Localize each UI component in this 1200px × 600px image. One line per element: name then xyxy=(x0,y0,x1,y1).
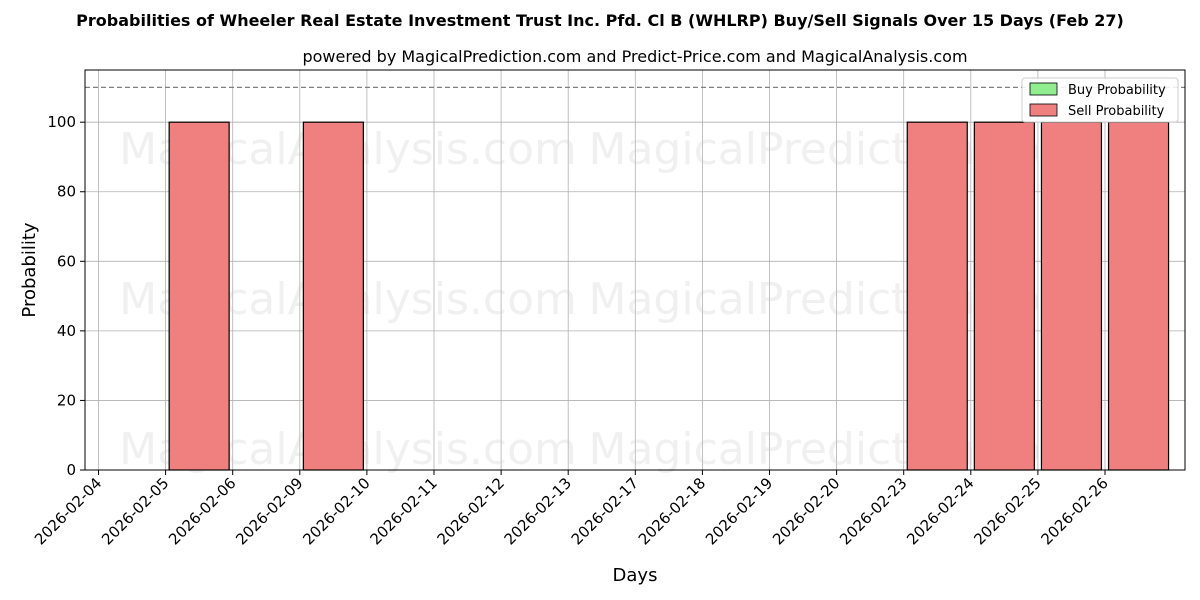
sell-bar xyxy=(302,121,364,471)
sell-bar xyxy=(1107,121,1170,471)
x-tick-label: 2026-02-11 xyxy=(366,474,440,548)
legend-swatch-buy xyxy=(1029,82,1058,96)
x-tick-label: 2026-02-04 xyxy=(31,474,105,548)
y-tick-label: 80 xyxy=(57,183,76,201)
x-tick-label: 2026-02-18 xyxy=(635,474,709,548)
legend-swatch-sell xyxy=(1029,103,1058,117)
x-tick-label: 2026-02-17 xyxy=(568,474,642,548)
legend-label-sell: Sell Probability xyxy=(1068,104,1165,119)
grid xyxy=(85,70,1185,471)
x-tick-label: 2026-02-24 xyxy=(903,474,977,548)
y-tick-label: 20 xyxy=(57,391,76,409)
y-tick-label: 40 xyxy=(57,322,76,340)
x-tick-label: 2026-02-05 xyxy=(98,474,172,548)
sell-bar xyxy=(906,121,968,471)
x-axis-label: Days xyxy=(613,565,658,586)
y-axis: 0 20 40 60 80 100 xyxy=(47,113,85,479)
bars xyxy=(168,121,1170,471)
x-tick-label: 2026-02-10 xyxy=(299,474,373,548)
y-tick-label: 0 xyxy=(66,461,76,479)
x-tick-label: 2026-02-19 xyxy=(702,474,776,548)
sell-bar xyxy=(973,121,1035,471)
x-tick-label: 2026-02-20 xyxy=(769,474,843,548)
x-tick-label: 2026-02-09 xyxy=(232,474,306,548)
x-tick-label: 2026-02-25 xyxy=(970,474,1044,548)
x-tick-label: 2026-02-26 xyxy=(1037,474,1111,548)
x-axis: 2026-02-042026-02-052026-02-062026-02-09… xyxy=(31,470,1112,548)
x-tick-label: 2026-02-06 xyxy=(165,474,239,548)
sell-bar xyxy=(168,121,230,471)
y-tick-label: 60 xyxy=(57,252,76,270)
legend: Buy Probability Sell Probability xyxy=(1021,77,1179,123)
x-tick-label: 2026-02-13 xyxy=(501,474,575,548)
chart-title: Probabilities of Wheeler Real Estate Inv… xyxy=(76,11,1124,30)
x-tick-label: 2026-02-12 xyxy=(434,474,508,548)
legend-box xyxy=(1021,77,1179,123)
x-tick-label: 2026-02-23 xyxy=(836,474,910,548)
sell-bar xyxy=(1040,121,1103,471)
y-tick-label: 100 xyxy=(47,113,76,131)
y-axis-label: Probability xyxy=(19,222,40,317)
legend-label-buy: Buy Probability xyxy=(1068,83,1166,98)
chart-subtitle: powered by MagicalPrediction.com and Pre… xyxy=(302,47,967,66)
